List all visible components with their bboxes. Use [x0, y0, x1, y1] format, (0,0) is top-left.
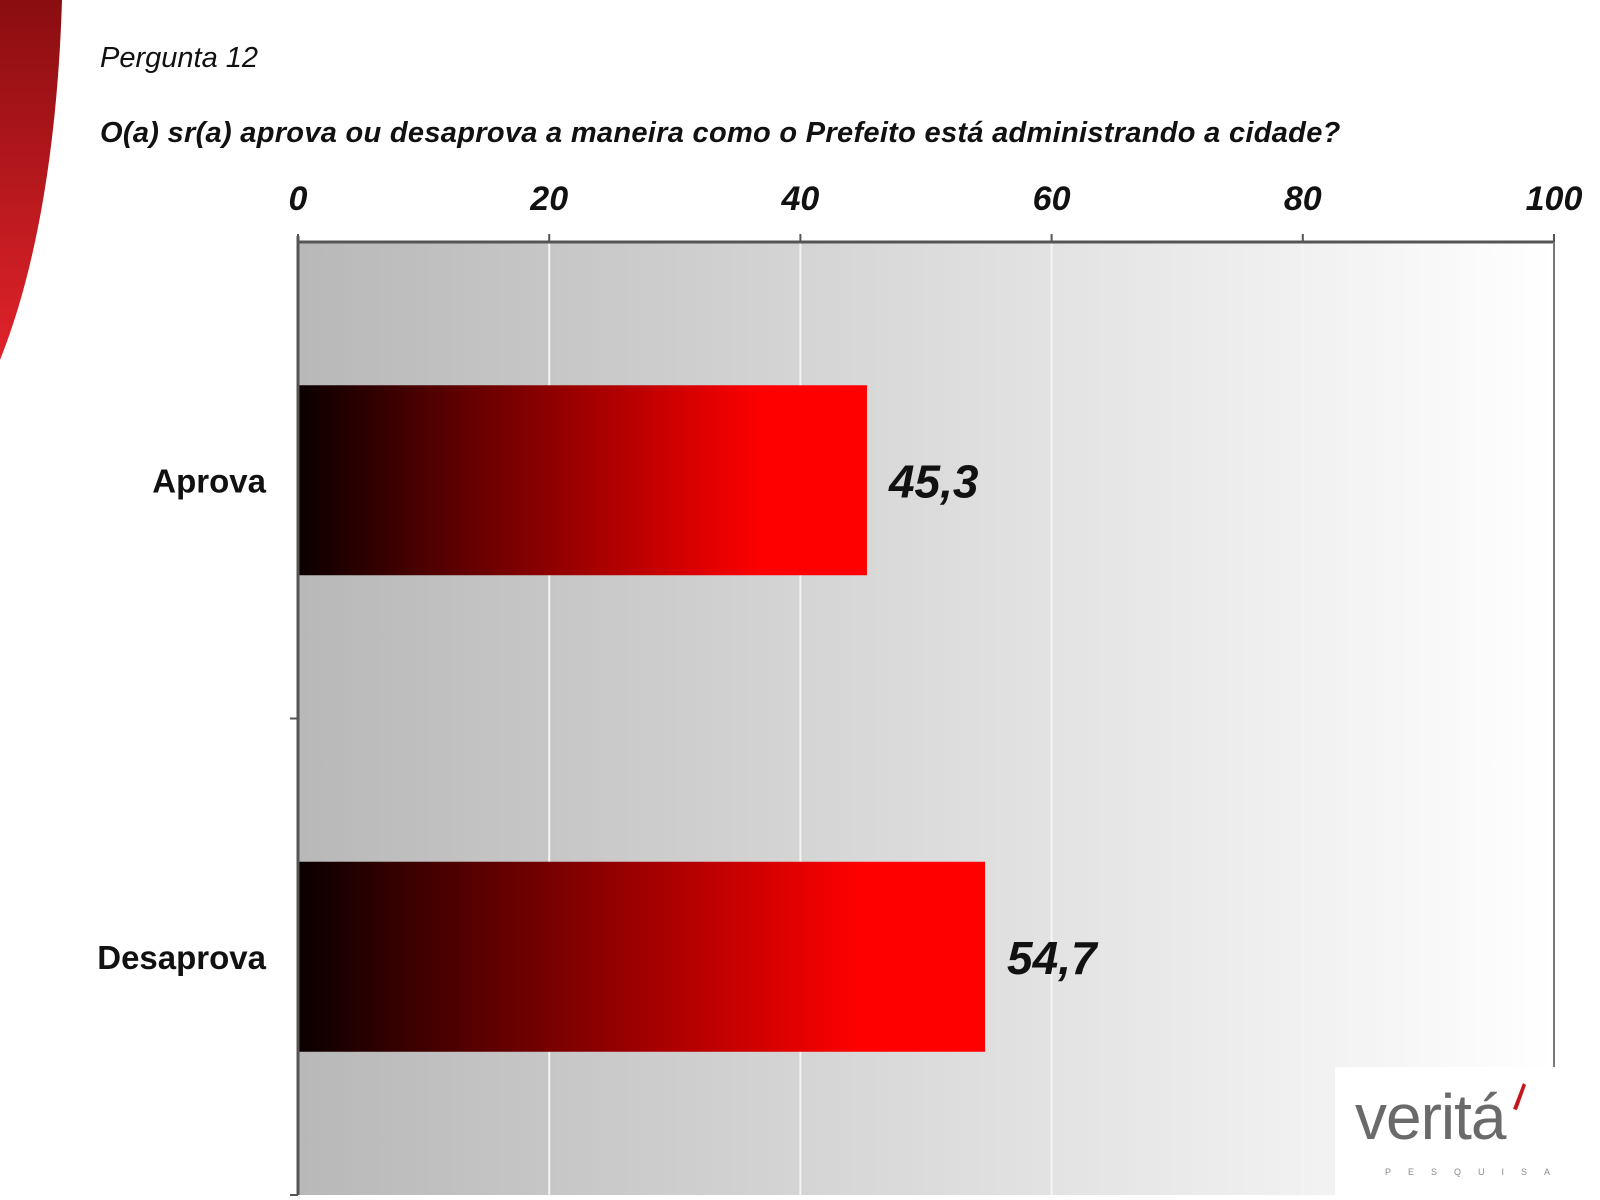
- verita-logo: veritá PESQUISA: [1335, 1067, 1560, 1197]
- x-tick-label: 100: [1526, 180, 1583, 218]
- bar-desaprova: [298, 861, 986, 1052]
- bar-aprova: [298, 385, 867, 576]
- data-label: 54,7: [1007, 932, 1099, 984]
- x-tick-label: 0: [289, 180, 308, 218]
- logo-accent-mark: [1513, 1083, 1526, 1110]
- red-swoosh-decoration: [0, 0, 62, 360]
- question-text: O(a) sr(a) aprova ou desaprova a maneira…: [100, 117, 1341, 149]
- plot-area: [298, 242, 1554, 1195]
- x-tick-label: 20: [529, 180, 568, 218]
- bars: [298, 385, 986, 1052]
- axes: [290, 234, 1555, 1196]
- category-label: Desaprova: [97, 939, 266, 976]
- x-tick-label: 60: [1033, 180, 1071, 218]
- x-tick-label: 80: [1284, 180, 1322, 218]
- data-label: 45,3: [888, 455, 979, 507]
- category-label: Aprova: [152, 462, 266, 499]
- logo-wordmark: veritá: [1355, 1081, 1506, 1153]
- labels: 0 20 40 60 80 100 Aprova 45,3 Desaprova 54,7: [97, 180, 1582, 984]
- x-tick-label: 40: [780, 180, 819, 218]
- question-number: Pergunta 12: [100, 42, 259, 74]
- logo-tagline: PESQUISA: [1385, 1167, 1568, 1177]
